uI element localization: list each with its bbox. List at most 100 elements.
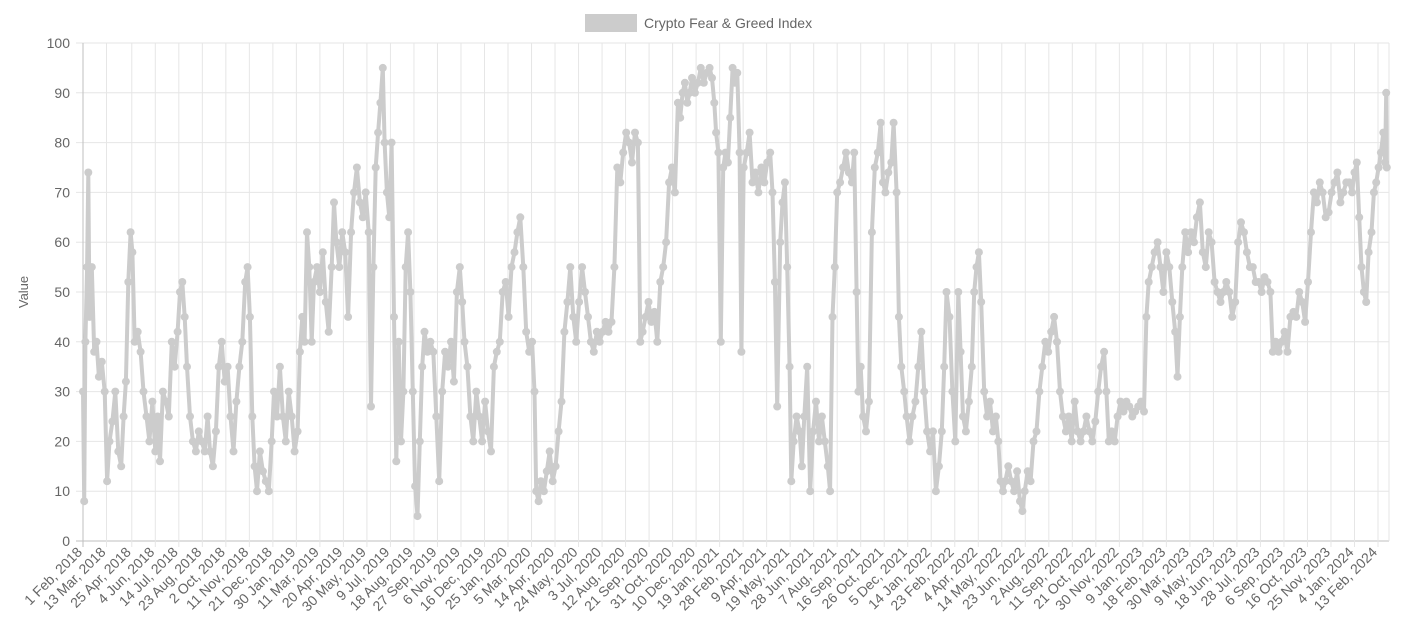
data-point[interactable] <box>773 402 782 411</box>
data-point[interactable] <box>792 412 801 421</box>
data-point[interactable] <box>1016 497 1024 506</box>
data-point[interactable] <box>742 148 751 157</box>
data-point[interactable] <box>1330 178 1339 187</box>
data-point[interactable] <box>203 412 212 421</box>
data-point[interactable] <box>1038 362 1047 371</box>
data-point[interactable] <box>300 337 309 346</box>
data-point[interactable] <box>662 238 671 247</box>
data-point[interactable] <box>1165 263 1174 272</box>
data-point[interactable] <box>534 497 543 506</box>
data-point[interactable] <box>463 362 472 371</box>
data-point[interactable] <box>516 213 525 222</box>
data-point[interactable] <box>350 188 358 197</box>
data-point[interactable] <box>1254 278 1263 286</box>
data-point[interactable] <box>876 118 885 127</box>
data-point[interactable] <box>180 312 189 321</box>
data-point[interactable] <box>616 178 625 187</box>
data-point[interactable] <box>361 188 370 197</box>
data-point[interactable] <box>1023 467 1032 476</box>
data-point[interactable] <box>636 337 645 346</box>
data-point[interactable] <box>680 78 689 87</box>
data-point[interactable] <box>964 397 973 406</box>
data-point[interactable] <box>178 278 187 286</box>
data-point[interactable] <box>458 298 467 306</box>
data-point[interactable] <box>1150 248 1159 257</box>
data-point[interactable] <box>310 278 318 286</box>
data-point[interactable] <box>1053 337 1061 346</box>
data-point[interactable] <box>1187 228 1196 237</box>
data-point[interactable] <box>787 477 796 486</box>
data-point[interactable] <box>1240 228 1248 237</box>
data-point[interactable] <box>1064 412 1073 421</box>
data-point[interactable] <box>145 437 154 446</box>
data-point[interactable] <box>472 387 481 396</box>
data-point[interactable] <box>815 437 823 446</box>
data-point[interactable] <box>385 213 394 222</box>
data-point[interactable] <box>1162 248 1171 257</box>
data-point[interactable] <box>1137 397 1146 406</box>
data-point[interactable] <box>298 312 307 321</box>
data-point[interactable] <box>737 347 746 356</box>
data-point[interactable] <box>305 263 314 272</box>
data-point[interactable] <box>900 387 909 396</box>
data-point[interactable] <box>638 327 647 336</box>
data-point[interactable] <box>103 477 112 486</box>
data-point[interactable] <box>1018 507 1027 516</box>
data-point[interactable] <box>330 198 338 207</box>
data-point[interactable] <box>803 362 812 371</box>
data-point[interactable] <box>1309 188 1318 197</box>
data-point[interactable] <box>1201 263 1210 272</box>
data-point[interactable] <box>539 487 548 496</box>
data-point[interactable] <box>656 278 665 286</box>
data-point[interactable] <box>830 263 839 272</box>
data-point[interactable] <box>1171 327 1180 336</box>
data-point[interactable] <box>1359 288 1368 296</box>
data-point[interactable] <box>595 337 604 346</box>
data-point[interactable] <box>327 263 336 272</box>
data-point[interactable] <box>208 462 217 471</box>
data-point[interactable] <box>961 427 970 436</box>
data-point[interactable] <box>501 278 510 286</box>
data-point[interactable] <box>926 447 935 456</box>
data-point[interactable] <box>1116 397 1125 406</box>
data-point[interactable] <box>1382 88 1391 97</box>
data-point[interactable] <box>572 337 581 346</box>
data-point[interactable] <box>418 362 427 371</box>
data-point[interactable] <box>1085 427 1094 436</box>
data-point[interactable] <box>1153 238 1162 247</box>
data-point[interactable] <box>610 263 619 272</box>
data-point[interactable] <box>1094 387 1103 396</box>
data-point[interactable] <box>1102 387 1111 396</box>
data-point[interactable] <box>1352 158 1361 167</box>
data-point[interactable] <box>1070 397 1079 406</box>
data-point[interactable] <box>676 113 685 122</box>
data-point[interactable] <box>460 337 469 346</box>
data-point[interactable] <box>1219 288 1228 296</box>
data-point[interactable] <box>392 457 401 466</box>
data-point[interactable] <box>214 362 223 371</box>
data-point[interactable] <box>887 158 896 167</box>
data-point[interactable] <box>778 198 787 207</box>
data-point[interactable] <box>954 288 963 296</box>
data-point[interactable] <box>108 417 117 426</box>
data-point[interactable] <box>584 312 592 321</box>
data-point[interactable] <box>659 263 668 272</box>
data-point[interactable] <box>382 188 391 197</box>
data-point[interactable] <box>161 397 170 406</box>
data-point[interactable] <box>1301 317 1310 326</box>
data-point[interactable] <box>136 347 145 356</box>
data-point[interactable] <box>211 427 220 436</box>
data-point[interactable] <box>862 427 870 436</box>
data-point[interactable] <box>1004 462 1013 471</box>
data-point[interactable] <box>884 168 893 177</box>
data-point[interactable] <box>970 288 979 296</box>
data-point[interactable] <box>1312 198 1321 207</box>
data-point[interactable] <box>705 63 714 72</box>
data-point[interactable] <box>647 317 656 326</box>
data-point[interactable] <box>690 88 699 97</box>
data-point[interactable] <box>548 477 557 486</box>
data-point[interactable] <box>1339 188 1348 197</box>
data-point[interactable] <box>84 168 93 177</box>
data-point[interactable] <box>220 377 229 386</box>
data-point[interactable] <box>797 462 806 471</box>
